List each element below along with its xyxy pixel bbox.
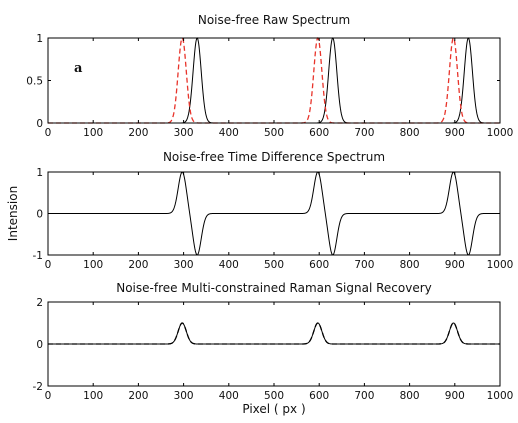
x-tick-label: 800	[400, 390, 420, 402]
x-tick-label: 300	[174, 259, 194, 271]
y-tick-label: 0.5	[26, 76, 43, 88]
x-tick-label: 300	[174, 390, 194, 402]
x-tick-label: 500	[264, 390, 284, 402]
x-tick-label: 700	[354, 127, 374, 139]
y-tick-label: 0	[36, 118, 43, 130]
raw-spectrum-title: Noise-free Raw Spectrum	[198, 13, 350, 27]
y-tick-label: 1	[36, 33, 43, 45]
y-tick-label: 0	[36, 209, 43, 221]
time-difference-panel: Noise-free Time Difference Spectrum Inte…	[6, 150, 513, 271]
x-tick-label: 1000	[487, 127, 514, 139]
raw-spectrum-frame	[47, 37, 501, 124]
x-tick-label: 300	[174, 127, 194, 139]
x-tick-label: 100	[83, 259, 103, 271]
x-tick-label: 0	[45, 259, 52, 271]
y-tick-label: 2	[36, 297, 43, 309]
y-tick-label: -2	[33, 381, 43, 393]
y-tick-label: -1	[33, 250, 43, 262]
time-difference-title: Noise-free Time Difference Spectrum	[163, 150, 385, 164]
x-tick-label: 200	[128, 390, 148, 402]
signal-recovery-series	[48, 322, 500, 345]
x-tick-label: 600	[309, 259, 329, 271]
x-tick-label: 100	[83, 127, 103, 139]
x-tick-label: 200	[128, 259, 148, 271]
y-axis-label: Intension	[6, 186, 20, 241]
x-tick-label: 400	[219, 259, 239, 271]
x-tick-label: 200	[128, 127, 148, 139]
x-tick-label: 800	[400, 259, 420, 271]
signal-recovery-ticks: 0 100 200 300 400 500 600 700 800 900 1000-202	[33, 297, 514, 402]
raw-spectrum-series	[48, 37, 500, 124]
x-tick-label: 500	[264, 127, 284, 139]
y-tick-label: 1	[36, 167, 43, 179]
raw-spectrum-panel: Noise-free Raw Spectrum a 0 100 200 300 400 5…	[26, 13, 513, 139]
x-tick-label: 600	[309, 127, 329, 139]
series-line-2-0	[48, 322, 500, 345]
raw-spectrum-ticks: 0 100 200 300 400 500 600 700 800 900 1000 0 0.5 1	[26, 33, 513, 139]
signal-recovery-panel: Noise-free Multi-constrained Raman Signa…	[33, 281, 514, 416]
x-tick-label: 600	[309, 390, 329, 402]
x-axis-label: Pixel ( px )	[242, 402, 305, 416]
series-line-0-1	[48, 37, 500, 124]
x-tick-label: 1000	[487, 259, 514, 271]
x-tick-label: 100	[83, 390, 103, 402]
x-tick-label: 1000	[487, 390, 514, 402]
series-line-1-0	[48, 171, 500, 256]
series-line-0-0	[48, 37, 500, 124]
x-tick-label: 900	[445, 127, 465, 139]
y-tick-label: 0	[36, 339, 43, 351]
x-tick-label: 900	[445, 390, 465, 402]
x-tick-label: 0	[45, 127, 52, 139]
x-tick-label: 900	[445, 259, 465, 271]
signal-recovery-title: Noise-free Multi-constrained Raman Signa…	[116, 281, 432, 295]
x-tick-label: 400	[219, 127, 239, 139]
x-tick-label: 400	[219, 390, 239, 402]
x-tick-label: 700	[354, 390, 374, 402]
time-difference-series	[48, 171, 500, 256]
panel-letter-a: a	[74, 61, 83, 76]
x-tick-label: 700	[354, 259, 374, 271]
x-tick-label: 500	[264, 259, 284, 271]
x-tick-label: 0	[45, 390, 52, 402]
series-line-2-1	[48, 322, 500, 345]
time-difference-ticks: 0 100 200 300 400 500 600 700 800 900 1000-101	[33, 167, 514, 271]
x-tick-label: 800	[400, 127, 420, 139]
